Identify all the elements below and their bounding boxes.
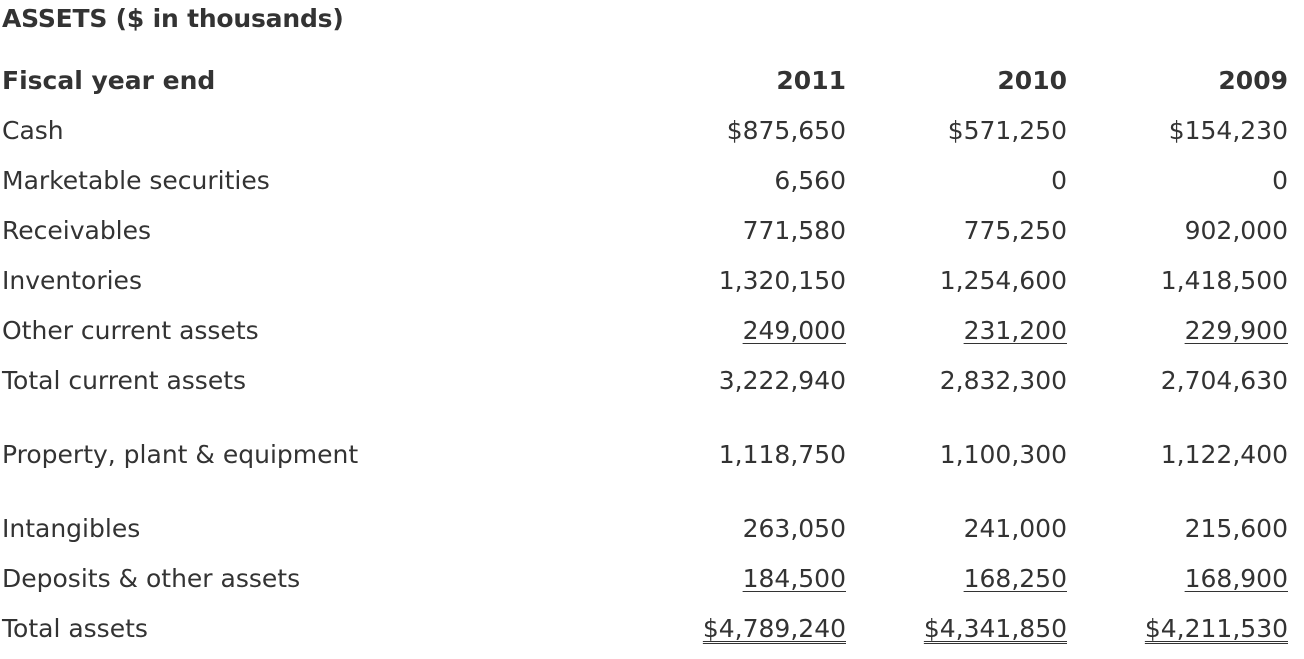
- row-label: Marketable securities: [2, 166, 270, 195]
- table-header-row: Fiscal year end 2011 2010 2009: [0, 61, 1304, 101]
- value-2010: 168,250: [963, 564, 1067, 593]
- table-row-deposits-other-assets: Deposits & other assets 184,500 168,250 …: [0, 559, 1304, 599]
- value-2011: 1,320,150: [718, 266, 846, 295]
- value-2011: 249,000: [742, 316, 846, 345]
- row-label: Receivables: [2, 216, 152, 245]
- year-header-2009: 2009: [1218, 66, 1288, 95]
- table-row-total-assets: Total assets $4,789,240 $4,341,850 $4,21…: [0, 609, 1304, 649]
- fiscal-year-header: Fiscal year end: [2, 66, 216, 95]
- value-2010: 1,100,300: [939, 440, 1067, 469]
- row-label: Intangibles: [2, 514, 141, 543]
- value-2010: $571,250: [947, 116, 1067, 145]
- year-header-2010: 2010: [997, 66, 1067, 95]
- value-2010: $4,341,850: [923, 614, 1067, 643]
- row-label: Total assets: [2, 614, 148, 643]
- table-row-other-current-assets: Other current assets 249,000 231,200 229…: [0, 311, 1304, 351]
- row-label: Total current assets: [2, 366, 247, 395]
- row-label: Other current assets: [2, 316, 259, 345]
- value-2010: 0: [1051, 166, 1067, 195]
- value-2009: 215,600: [1184, 514, 1288, 543]
- table-row-inventories: Inventories 1,320,150 1,254,600 1,418,50…: [0, 261, 1304, 301]
- value-2010: 241,000: [963, 514, 1067, 543]
- value-2009: 902,000: [1184, 216, 1288, 245]
- value-2009: 1,418,500: [1160, 266, 1288, 295]
- value-2010: 1,254,600: [939, 266, 1067, 295]
- row-label: Cash: [2, 116, 64, 145]
- table-row-marketable-securities: Marketable securities 6,560 0 0: [0, 161, 1304, 201]
- table-row-intangibles: Intangibles 263,050 241,000 215,600: [0, 509, 1304, 549]
- value-2011: $4,789,240: [702, 614, 846, 643]
- row-label: Property, plant & equipment: [2, 440, 359, 469]
- value-2011: 771,580: [742, 216, 846, 245]
- value-2009: 1,122,400: [1160, 440, 1288, 469]
- table-row-property-plant-equipment: Property, plant & equipment 1,118,750 1,…: [0, 435, 1304, 475]
- value-2010: 775,250: [963, 216, 1067, 245]
- row-label: Inventories: [2, 266, 142, 295]
- table-row-receivables: Receivables 771,580 775,250 902,000: [0, 211, 1304, 251]
- value-2009: $154,230: [1168, 116, 1288, 145]
- value-2010: 2,832,300: [939, 366, 1067, 395]
- value-2011: 184,500: [742, 564, 846, 593]
- page-title: ASSETS ($ in thousands): [2, 4, 344, 33]
- value-2009: 168,900: [1184, 564, 1288, 593]
- table-row-cash: Cash $875,650 $571,250 $154,230: [0, 111, 1304, 151]
- value-2011: $875,650: [726, 116, 846, 145]
- value-2009: 2,704,630: [1160, 366, 1288, 395]
- value-2009: 229,900: [1184, 316, 1288, 345]
- value-2011: 6,560: [774, 166, 846, 195]
- value-2011: 1,118,750: [718, 440, 846, 469]
- value-2011: 263,050: [742, 514, 846, 543]
- value-2010: 231,200: [963, 316, 1067, 345]
- year-header-2011: 2011: [776, 66, 846, 95]
- value-2009: $4,211,530: [1144, 614, 1288, 643]
- value-2011: 3,222,940: [718, 366, 846, 395]
- value-2009: 0: [1272, 166, 1288, 195]
- row-label: Deposits & other assets: [2, 564, 301, 593]
- table-row-total-current-assets: Total current assets 3,222,940 2,832,300…: [0, 361, 1304, 401]
